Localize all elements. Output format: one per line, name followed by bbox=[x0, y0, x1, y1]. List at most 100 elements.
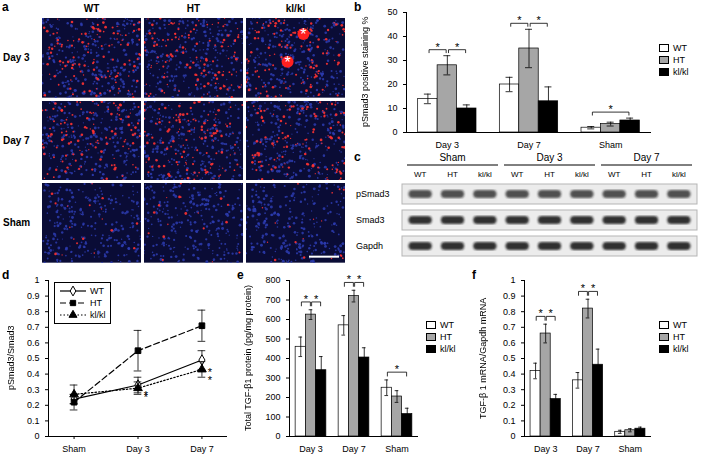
svg-text:0.4: 0.4 bbox=[27, 369, 40, 379]
html-text:HT: HT bbox=[90, 298, 102, 308]
html-text:kl/kl: kl/kl bbox=[673, 67, 689, 77]
svg-text:Day 7: Day 7 bbox=[190, 444, 214, 454]
svg-text:200: 200 bbox=[265, 392, 280, 402]
svg-text:0.5: 0.5 bbox=[27, 353, 40, 363]
svg-text:kl/kl: kl/kl bbox=[672, 170, 686, 179]
svg-text:0.6: 0.6 bbox=[27, 338, 40, 348]
svg-text:*: * bbox=[357, 273, 362, 285]
svg-text:0.8: 0.8 bbox=[27, 307, 40, 317]
html-text:kl/kl: kl/kl bbox=[285, 3, 306, 14]
svg-text:0.7: 0.7 bbox=[27, 322, 40, 332]
svg-text:0.8: 0.8 bbox=[503, 307, 516, 317]
svg-text:WT: WT bbox=[511, 170, 524, 179]
svg-text:Day 7: Day 7 bbox=[342, 444, 366, 454]
svg-text:*: * bbox=[435, 41, 440, 53]
svg-text:0: 0 bbox=[510, 431, 515, 441]
svg-text:800: 800 bbox=[265, 275, 280, 285]
svg-text:500: 500 bbox=[265, 334, 280, 344]
svg-text:1: 1 bbox=[510, 275, 515, 285]
svg-text:*: * bbox=[347, 273, 352, 285]
svg-text:Gapdh: Gapdh bbox=[356, 241, 383, 251]
svg-text:0.5: 0.5 bbox=[503, 353, 516, 363]
svg-text:*: * bbox=[300, 26, 306, 43]
svg-text:HT: HT bbox=[447, 170, 458, 179]
html-text:HT: HT bbox=[440, 332, 452, 342]
svg-text:Smad3: Smad3 bbox=[356, 215, 385, 225]
html-text:WT: WT bbox=[440, 320, 454, 330]
svg-text:0.6: 0.6 bbox=[503, 338, 516, 348]
svg-text:0.3: 0.3 bbox=[503, 385, 516, 395]
svg-text:Day 3: Day 3 bbox=[436, 140, 460, 150]
svg-text:HT: HT bbox=[544, 170, 555, 179]
svg-text:20: 20 bbox=[387, 79, 397, 89]
svg-text:WT: WT bbox=[414, 170, 427, 179]
html-text:kl/kl: kl/kl bbox=[90, 310, 106, 320]
svg-text:0: 0 bbox=[275, 431, 280, 441]
svg-text:700: 700 bbox=[265, 295, 280, 305]
svg-text:30: 30 bbox=[387, 55, 397, 65]
svg-text:*: * bbox=[395, 363, 400, 375]
html-text:pSmad3 positive staining %: pSmad3 positive staining % bbox=[360, 16, 370, 128]
svg-text:Day 3: Day 3 bbox=[536, 152, 563, 163]
svg-text:400: 400 bbox=[265, 353, 280, 363]
svg-text:1: 1 bbox=[34, 275, 39, 285]
html-text:WT: WT bbox=[90, 286, 104, 296]
html-text:HT: HT bbox=[673, 55, 685, 65]
svg-text:*: * bbox=[455, 41, 460, 53]
html-text:HT: HT bbox=[186, 3, 201, 14]
svg-text:*: * bbox=[144, 391, 149, 403]
svg-text:Sham: Sham bbox=[62, 444, 86, 454]
svg-text:300: 300 bbox=[265, 373, 280, 383]
svg-text:*: * bbox=[517, 14, 522, 26]
svg-text:Sham: Sham bbox=[385, 444, 409, 454]
svg-text:pSmad3: pSmad3 bbox=[356, 189, 390, 199]
svg-text:*: * bbox=[314, 293, 319, 305]
svg-text:0.4: 0.4 bbox=[503, 369, 516, 379]
svg-text:0: 0 bbox=[34, 431, 39, 441]
svg-text:100: 100 bbox=[265, 412, 280, 422]
svg-text:0.1: 0.1 bbox=[27, 416, 40, 426]
svg-text:0.7: 0.7 bbox=[503, 322, 516, 332]
svg-text:*: * bbox=[537, 14, 542, 26]
html-text:pSmad3/Smad3: pSmad3/Smad3 bbox=[6, 325, 16, 391]
svg-text:*: * bbox=[581, 282, 586, 294]
svg-text:Day 3: Day 3 bbox=[299, 444, 323, 454]
svg-text:0.9: 0.9 bbox=[27, 291, 40, 301]
svg-text:50: 50 bbox=[387, 7, 397, 17]
html-text:Sham: Sham bbox=[3, 217, 31, 229]
html-text:kl/kl: kl/kl bbox=[440, 344, 456, 354]
svg-text:Sham: Sham bbox=[439, 152, 465, 163]
svg-text:Day 7: Day 7 bbox=[633, 152, 660, 163]
svg-text:*: * bbox=[304, 293, 309, 305]
svg-text:HT: HT bbox=[641, 170, 652, 179]
svg-text:Sham: Sham bbox=[599, 140, 623, 150]
svg-text:Day 3: Day 3 bbox=[126, 444, 150, 454]
svg-text:*: * bbox=[284, 54, 290, 71]
svg-text:*: * bbox=[591, 282, 596, 294]
svg-text:10: 10 bbox=[387, 103, 397, 113]
html-text:Total TGF-β1 protein (pg/mg pr: Total TGF-β1 protein (pg/mg protein) bbox=[243, 285, 253, 431]
svg-text:kl/kl: kl/kl bbox=[575, 170, 589, 179]
html-text:WT: WT bbox=[83, 3, 100, 14]
html-text:Day 3: Day 3 bbox=[3, 51, 30, 63]
html-text:WT: WT bbox=[673, 43, 687, 53]
svg-text:*: * bbox=[549, 307, 554, 319]
svg-text:0.1: 0.1 bbox=[503, 416, 516, 426]
svg-text:40: 40 bbox=[387, 31, 397, 41]
svg-text:*: * bbox=[609, 103, 614, 115]
svg-text:Day 3: Day 3 bbox=[534, 444, 558, 454]
svg-text:Sham: Sham bbox=[619, 444, 643, 454]
svg-text:0.9: 0.9 bbox=[503, 291, 516, 301]
svg-text:0: 0 bbox=[392, 127, 397, 137]
html-text:Day 7: Day 7 bbox=[3, 134, 30, 146]
svg-text:0.3: 0.3 bbox=[27, 385, 40, 395]
svg-text:0.2: 0.2 bbox=[503, 400, 516, 410]
svg-text:600: 600 bbox=[265, 314, 280, 324]
svg-text:0.2: 0.2 bbox=[27, 400, 40, 410]
svg-text:kl/kl: kl/kl bbox=[478, 170, 492, 179]
svg-text:WT: WT bbox=[608, 170, 621, 179]
svg-text:*: * bbox=[208, 374, 213, 386]
svg-text:*: * bbox=[538, 307, 543, 319]
svg-text:Day 7: Day 7 bbox=[517, 140, 541, 150]
svg-text:Day 7: Day 7 bbox=[576, 444, 600, 454]
